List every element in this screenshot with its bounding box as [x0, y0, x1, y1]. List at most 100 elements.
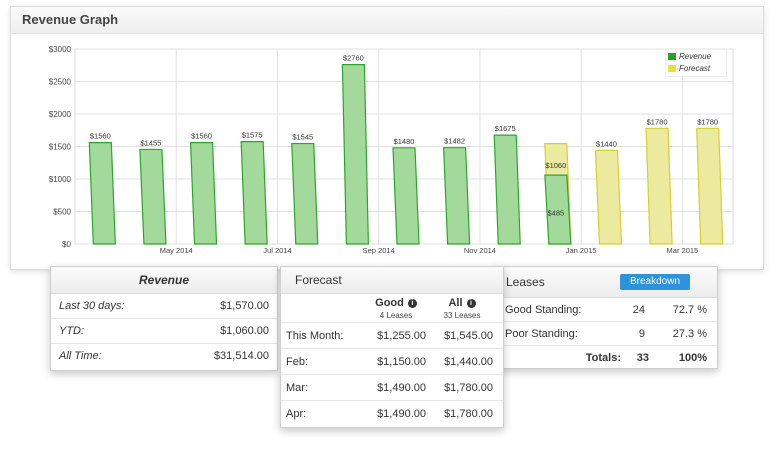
- forecast-col-all-subtitle: 33 Leases: [443, 311, 481, 320]
- info-icon[interactable]: i: [407, 299, 417, 308]
- data-label: $1575: [242, 131, 263, 140]
- forecast-column-headers: Good i 4 Leases All i 33 Leases: [281, 294, 503, 323]
- revenue-panel-title: Revenue: [51, 267, 277, 294]
- forecast-row-label: This Month:: [286, 330, 344, 342]
- revenue-bar: [493, 134, 521, 245]
- revenue-bar: [392, 147, 420, 245]
- forecast-row-mar: Mar: $1,490.00 $1,780.00: [281, 375, 503, 401]
- y-tick-label: $1500: [49, 143, 72, 152]
- revenue-row-value: $31,514.00: [213, 350, 269, 362]
- x-tick-label: May 2014: [160, 246, 193, 255]
- legend-item-revenue: Revenue: [666, 50, 726, 62]
- leases-row-poor-standing: Poor Standing: 9 27.3 %: [495, 322, 717, 346]
- data-label: $1560: [90, 132, 111, 141]
- forecast-row-all: $1,440.00: [444, 356, 493, 368]
- data-label: $1545: [292, 133, 313, 142]
- y-tick-label: $3000: [49, 45, 72, 54]
- graph-title: Revenue Graph: [11, 7, 763, 34]
- data-label: $1480: [394, 137, 415, 146]
- leases-totals-label: Totals:: [585, 352, 621, 364]
- revenue-bar: [442, 147, 471, 245]
- leases-row-label: Poor Standing:: [505, 328, 578, 340]
- forecast-row-label: Feb:: [286, 356, 309, 368]
- revenue-row-last-30-days: Last 30 days: $1,570.00: [51, 294, 277, 319]
- data-label: $485: [548, 208, 565, 217]
- forecast-row-all: $1,780.00: [444, 382, 493, 394]
- y-tick-label: $2500: [49, 78, 72, 87]
- revenue-bar: [341, 63, 369, 245]
- forecast-row-good: $1,490.00: [377, 382, 426, 394]
- x-tick-label: Jul 2014: [263, 246, 291, 255]
- revenue-bar: [139, 148, 167, 245]
- leases-panel-header: Leases Breakdown: [495, 267, 717, 298]
- data-label: $2760: [343, 54, 364, 63]
- leases-totals-percent: 100%: [678, 352, 707, 364]
- forecast-row-this-month: This Month: $1,255.00 $1,545.00: [281, 323, 503, 349]
- data-label: $1780: [697, 117, 718, 126]
- revenue-row-label: All Time:: [59, 350, 102, 362]
- forecast-col-all: All i 33 Leases: [427, 297, 497, 320]
- x-tick-label: Nov 2014: [464, 246, 496, 255]
- forecast-row-good: $1,490.00: [377, 408, 426, 420]
- forecast-bar: [594, 149, 623, 245]
- revenue-row-label: Last 30 days:: [59, 300, 125, 312]
- data-label: $1482: [444, 137, 465, 146]
- forecast-row-label: Mar:: [286, 382, 308, 394]
- data-label: $1455: [140, 138, 161, 147]
- forecast-col-good-subtitle: 4 Leases: [379, 311, 413, 320]
- revenue-chart: $0 $500 $1000 $1500 $2000 $2500 $3000 May 2014 J…: [49, 45, 734, 255]
- revenue-bar: [291, 142, 319, 245]
- revenue-row-value: $1,570.00: [220, 300, 269, 312]
- legend-label-revenue: Revenue: [679, 51, 712, 61]
- data-label: $1780: [647, 117, 668, 126]
- y-tick-label: $2000: [49, 110, 72, 119]
- leases-row-percent: 27.3 %: [672, 328, 707, 340]
- x-tick-label: Jan 2015: [566, 246, 597, 255]
- revenue-row-label: YTD:: [59, 325, 85, 337]
- data-label: $1440: [596, 139, 617, 148]
- forecast-col-good-title: Good: [375, 297, 404, 309]
- forecast-row-good: $1,255.00: [377, 330, 426, 342]
- revenue-row-ytd: YTD: $1,060.00: [51, 319, 277, 344]
- leases-row-count: 24: [632, 304, 645, 316]
- forecast-col-all-title: All: [448, 297, 463, 309]
- forecast-bar: [696, 127, 724, 245]
- x-tick-label: Sep 2014: [363, 246, 395, 255]
- chart-legend: Revenue Forecast: [665, 49, 727, 77]
- revenue-row-value: $1,060.00: [220, 325, 269, 337]
- revenue-panel: Revenue Last 30 days: $1,570.00 YTD: $1,…: [50, 266, 278, 371]
- info-icon[interactable]: i: [466, 299, 476, 308]
- breakdown-button[interactable]: Breakdown: [620, 274, 690, 290]
- forecast-row-apr: Apr: $1,490.00 $1,780.00: [281, 401, 503, 426]
- legend-label-forecast: Forecast: [679, 63, 711, 73]
- x-tick-label: Mar 2015: [667, 246, 699, 255]
- forecast-row-all: $1,545.00: [444, 330, 493, 342]
- leases-panel-title: Leases: [506, 275, 545, 289]
- revenue-graph-card: Revenue Graph $0 $500 $1000 $1500 $2000 $2500…: [10, 6, 764, 270]
- leases-totals-count: 33: [636, 352, 649, 364]
- leases-row-label: Good Standing:: [505, 304, 582, 316]
- forecast-bar: [645, 127, 673, 245]
- data-label: $1060: [545, 161, 566, 170]
- y-tick-label: $0: [62, 240, 71, 249]
- leases-row-percent: 72.7 %: [672, 304, 707, 316]
- forecast-panel: Forecast Good i 4 Leases All i 33 Leases T…: [280, 266, 504, 428]
- revenue-bar: [189, 142, 218, 245]
- legend-item-forecast: Forecast: [666, 62, 726, 74]
- legend-swatch-revenue: [668, 52, 676, 60]
- revenue-bar: [88, 142, 116, 245]
- forecast-row-label: Apr:: [286, 408, 307, 420]
- revenue-bar: [240, 141, 268, 245]
- leases-panel: Leases Breakdown Good Standing: 24 72.7 …: [494, 266, 718, 369]
- leases-row-totals: Totals: 33 100%: [495, 346, 717, 369]
- revenue-row-all-time: All Time: $31,514.00: [51, 344, 277, 368]
- forecast-row-all: $1,780.00: [444, 408, 493, 420]
- forecast-panel-title: Forecast: [281, 267, 503, 294]
- data-label: $1675: [495, 124, 516, 133]
- forecast-col-good: Good i 4 Leases: [361, 297, 431, 320]
- leases-row-count: 9: [638, 328, 645, 340]
- forecast-row-good: $1,150.00: [377, 356, 426, 368]
- data-label: $1560: [191, 132, 212, 141]
- forecast-row-feb: Feb: $1,150.00 $1,440.00: [281, 349, 503, 375]
- y-tick-label: $500: [53, 208, 71, 217]
